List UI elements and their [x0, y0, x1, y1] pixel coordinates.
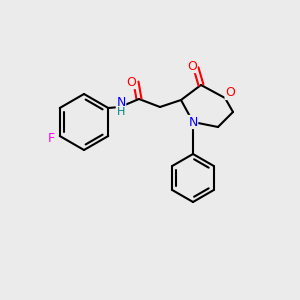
Text: N: N: [188, 116, 198, 128]
Text: H: H: [117, 107, 125, 117]
Text: O: O: [225, 86, 235, 100]
Text: F: F: [48, 133, 55, 146]
Text: O: O: [187, 59, 197, 73]
Text: N: N: [116, 97, 126, 110]
Text: O: O: [126, 76, 136, 88]
